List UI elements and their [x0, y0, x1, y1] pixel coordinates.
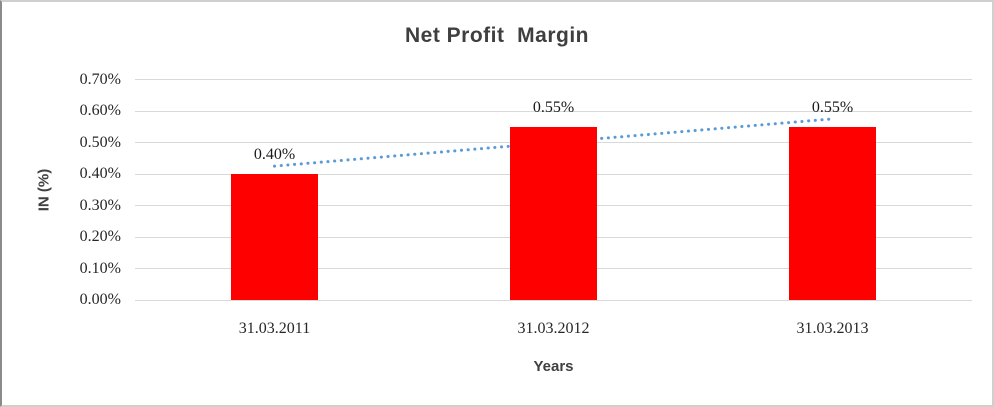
x-category-label: 31.03.2011 — [238, 320, 311, 337]
y-tick-label: 0.30% — [79, 196, 121, 214]
y-tick-label: 0.60% — [79, 102, 121, 119]
bar-31.03.2011 — [231, 174, 318, 300]
gridline — [135, 110, 972, 112]
gridline — [135, 299, 972, 301]
y-tick-label: 0.50% — [79, 133, 121, 151]
x-category-label: 31.03.2013 — [796, 320, 869, 337]
bar-data-label: 0.55% — [811, 98, 854, 116]
gridline — [135, 79, 972, 80]
x-category-label: 31.03.2012 — [517, 320, 590, 337]
bar-data-label: 0.40% — [253, 146, 296, 163]
y-tick-label: 0.00% — [79, 291, 121, 308]
y-tick-label: 0.70% — [79, 70, 121, 88]
bar-31.03.2012 — [510, 126, 597, 300]
chart-title: Net Profit Margin — [404, 24, 589, 47]
y-tick-label: 0.10% — [79, 259, 121, 277]
y-tick-label: 0.20% — [79, 228, 121, 245]
bar-data-label: 0.55% — [532, 98, 575, 116]
y-tick-label: 0.40% — [79, 165, 121, 182]
bar-31.03.2013 — [789, 126, 876, 300]
x-axis-title: Years — [533, 358, 574, 375]
